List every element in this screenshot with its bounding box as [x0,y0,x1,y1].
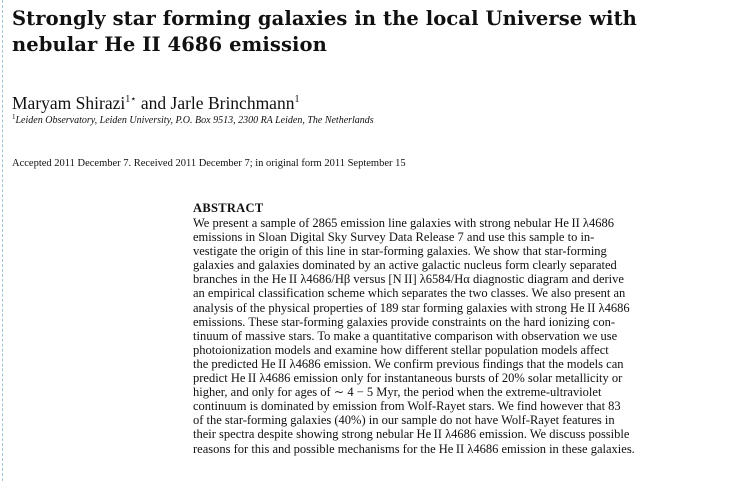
author-name: Jarle Brinchmann [170,93,295,113]
abstract-line: emissions in Sloan Digital Sky Survey Da… [193,230,595,245]
author-joiner: and [136,93,171,113]
affiliation-marker: 1⋆ [125,94,137,105]
abstract-line: photoionization models and examine how d… [193,342,609,357]
abstract-line: higher, and only for ages of ∼ 4 − 5 Myr… [193,385,602,400]
abstract: ABSTRACT We present a sample of 2865 emi… [193,201,711,456]
abstract-line: their spectra despite showing strong neb… [193,427,630,442]
affiliation-marker: 1 [12,113,16,121]
abstract-line: predict He II λ4686 emission only for in… [193,371,623,386]
paper-title: Strongly star forming galaxies in the lo… [12,6,712,58]
paper-title-line-1: Strongly star forming galaxies in the lo… [12,7,637,30]
affiliation-text: Leiden Observatory, Leiden University, P… [15,115,374,126]
abstract-line: analysis of the physical properties of 1… [193,300,630,315]
abstract-line: emissions. These star-forming galaxies p… [193,314,615,329]
abstract-line: the predicted He II λ4686 emission. We c… [193,356,624,371]
abstract-heading: ABSTRACT [193,201,264,215]
submission-dates: Accepted 2011 December 7. Received 2011 … [12,158,406,169]
affiliation: 1Leiden Observatory, Leiden University, … [12,111,374,127]
abstract-line: reasons for this and possible mechanisms… [193,441,635,456]
margin-guide-line [2,0,3,481]
abstract-body: We present a sample of 2865 emission lin… [193,216,711,456]
affiliation-marker: 1 [294,94,300,105]
abstract-line: continuum is dominated by emission from … [193,399,621,414]
abstract-line: an empirical classification scheme which… [193,286,626,301]
abstract-line: of the star-forming galaxies (40%) in ou… [193,413,615,428]
abstract-line: vestigate the origin of this line in sta… [193,244,607,259]
abstract-line: branches in the He II λ4686/Hβ versus [N… [193,272,624,287]
abstract-line: We present a sample of 2865 emission lin… [193,216,614,230]
paper-title-line-2: nebular He II 4686 emission [12,33,327,56]
author-list: Maryam Shirazi1⋆ and Jarle Brinchmann1 [12,90,299,113]
abstract-line: galaxies and galaxies dominated by an ac… [193,258,617,273]
author-name: Maryam Shirazi [12,93,126,113]
abstract-line: tinuum of massive stars. To make a quant… [193,328,618,343]
